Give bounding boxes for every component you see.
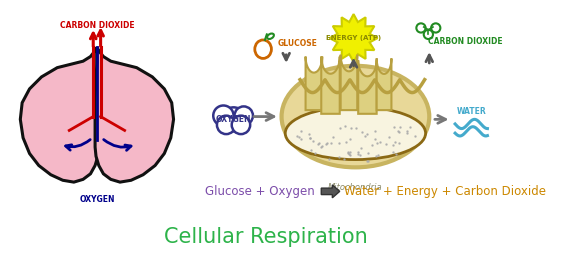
Text: Water + Energy + Carbon Dioxide: Water + Energy + Carbon Dioxide bbox=[344, 185, 547, 198]
Text: GLUCOSE: GLUCOSE bbox=[278, 39, 318, 48]
Polygon shape bbox=[321, 185, 340, 198]
Polygon shape bbox=[329, 14, 378, 62]
Circle shape bbox=[213, 105, 233, 126]
Text: ENERGY (ATP): ENERGY (ATP) bbox=[326, 35, 381, 41]
Circle shape bbox=[232, 116, 250, 134]
Text: OXYGEN: OXYGEN bbox=[79, 195, 115, 204]
Polygon shape bbox=[377, 59, 392, 110]
Polygon shape bbox=[95, 47, 173, 182]
Ellipse shape bbox=[282, 66, 429, 167]
Circle shape bbox=[222, 107, 245, 131]
Text: WATER: WATER bbox=[457, 108, 487, 117]
Ellipse shape bbox=[285, 107, 426, 160]
Text: Cellular Respiration: Cellular Respiration bbox=[164, 227, 367, 247]
Circle shape bbox=[234, 107, 253, 125]
Text: OXYGEN: OXYGEN bbox=[216, 115, 251, 124]
Polygon shape bbox=[340, 55, 357, 110]
Text: Glucose + Oxygen: Glucose + Oxygen bbox=[205, 185, 314, 198]
Circle shape bbox=[217, 116, 236, 134]
Polygon shape bbox=[358, 60, 377, 114]
Polygon shape bbox=[20, 47, 98, 182]
Polygon shape bbox=[321, 57, 340, 114]
Text: CARBON DIOXIDE: CARBON DIOXIDE bbox=[60, 21, 134, 31]
Polygon shape bbox=[306, 57, 322, 110]
Text: CARBON DIOXIDE: CARBON DIOXIDE bbox=[429, 37, 503, 46]
Text: Mitochondria: Mitochondria bbox=[328, 183, 382, 192]
